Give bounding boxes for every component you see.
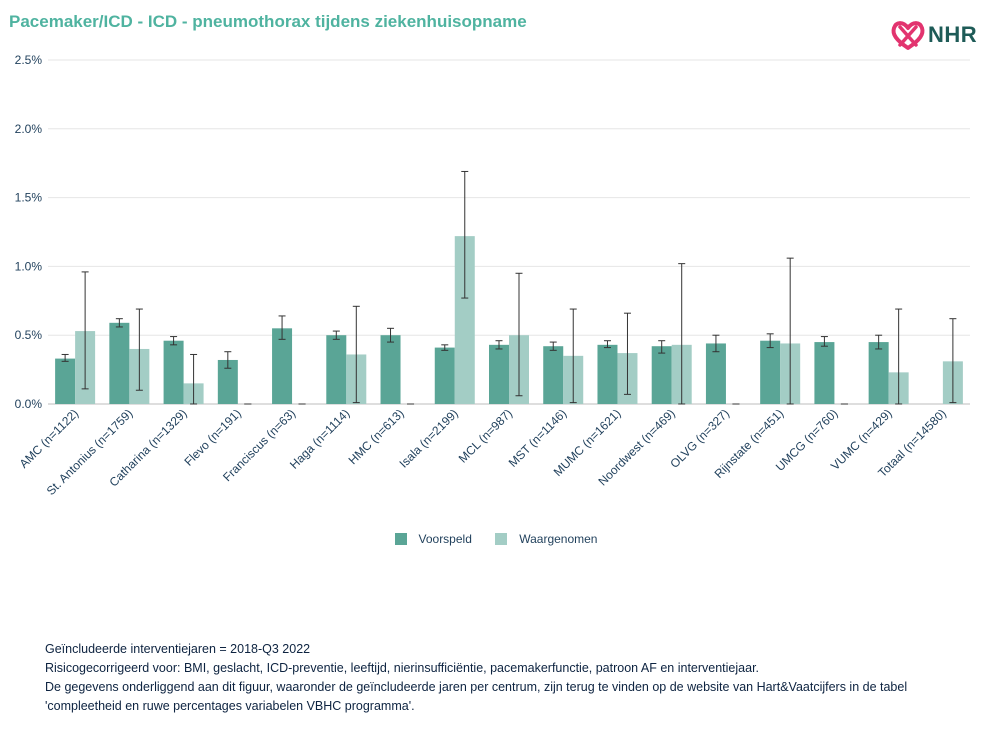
bar-voorspeld bbox=[55, 358, 76, 404]
legend-label-voorspeld: Voorspeld bbox=[418, 532, 472, 546]
x-tick-label: MCL (n=987) bbox=[456, 406, 515, 465]
y-tick-label: 0.5% bbox=[15, 328, 43, 342]
bar-voorspeld bbox=[434, 347, 455, 404]
footnote: Geïncludeerde interventiejaren = 2018-Q3… bbox=[45, 640, 975, 716]
chart-title: Pacemaker/ICD - ICD - pneumothorax tijde… bbox=[9, 12, 527, 31]
bar-voorspeld bbox=[543, 346, 564, 404]
y-tick-label: 1.0% bbox=[15, 259, 43, 273]
x-tick-label: HMC (n=613) bbox=[346, 406, 407, 467]
bar-voorspeld bbox=[163, 340, 184, 404]
legend-item-waargenomen[interactable]: Waargenomen bbox=[495, 532, 597, 546]
bar-voorspeld bbox=[109, 322, 130, 404]
bar-voorspeld bbox=[651, 346, 672, 404]
bar-voorspeld bbox=[760, 340, 781, 404]
y-tick-label: 2.5% bbox=[15, 53, 43, 67]
bar-voorspeld bbox=[489, 344, 509, 404]
y-tick-label: 1.5% bbox=[15, 191, 43, 205]
bar-chart: 0.0%0.5%1.0%1.5%2.0%2.5%AMC (n=1122)St. … bbox=[15, 53, 970, 498]
y-tick-label: 0.0% bbox=[15, 397, 43, 411]
y-tick-label: 2.0% bbox=[15, 122, 43, 136]
legend-item-voorspeld[interactable]: Voorspeld bbox=[394, 532, 472, 546]
bar-voorspeld bbox=[597, 344, 618, 404]
legend-swatch-voorspeld bbox=[394, 533, 407, 545]
footnote-line: Geïncludeerde interventiejaren = 2018-Q3… bbox=[45, 642, 311, 656]
footnote-line: 'compleetheid en ruwe percentages variab… bbox=[45, 699, 415, 713]
nhr-logo: NHR bbox=[890, 18, 982, 54]
legend-swatch-waargenomen bbox=[495, 533, 508, 545]
legend: Voorspeld Waargenomen bbox=[0, 532, 992, 548]
footnote-line: De gegevens onderliggend aan dit figuur,… bbox=[45, 680, 908, 694]
logo-text: NHR bbox=[928, 22, 978, 47]
legend-label-waargenomen: Waargenomen bbox=[519, 532, 598, 546]
bar-voorspeld bbox=[217, 359, 238, 404]
footnote-line: Risicogecorrigeerd voor: BMI, geslacht, … bbox=[45, 661, 760, 675]
bar-voorspeld bbox=[814, 342, 835, 404]
bar-waargenomen bbox=[454, 236, 475, 404]
nhr-heart-logo-icon bbox=[891, 21, 925, 50]
bar-voorspeld bbox=[705, 343, 726, 404]
bar-voorspeld bbox=[868, 342, 889, 404]
bar-voorspeld bbox=[380, 335, 401, 404]
bar-voorspeld bbox=[272, 328, 293, 404]
bar-voorspeld bbox=[326, 335, 347, 404]
